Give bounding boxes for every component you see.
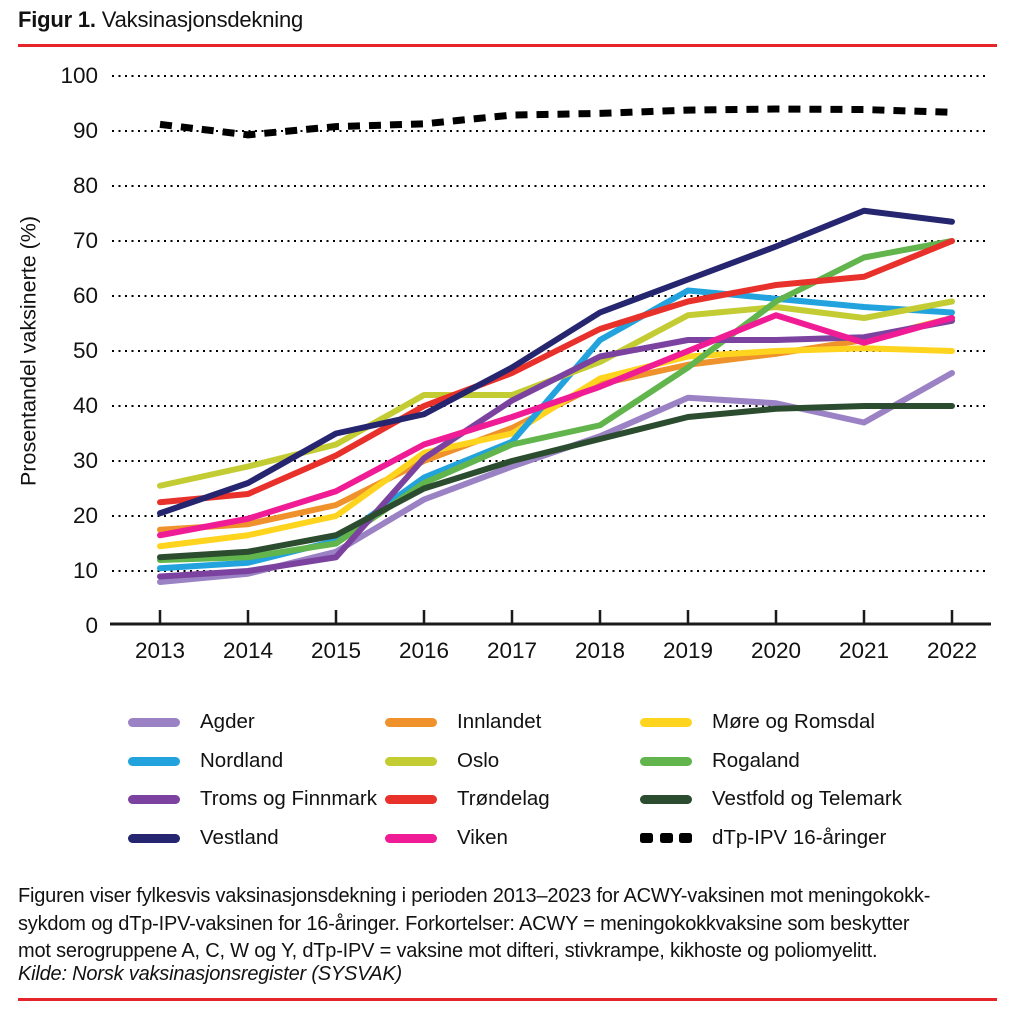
x-tick-label-2018: 2018 bbox=[574, 638, 626, 663]
legend-label-trondelag: Trøndelag bbox=[457, 787, 550, 810]
legend-label-nordland: Nordland bbox=[200, 749, 284, 772]
x-tick-label-2013: 2013 bbox=[134, 638, 186, 663]
figure-label: Figur 1. bbox=[18, 7, 96, 32]
series-line-vestland bbox=[157, 207, 955, 517]
legend-label-agder: Agder bbox=[200, 710, 255, 733]
series-line-troms-og-finnmark bbox=[157, 317, 955, 580]
legend-label-oslo: Oslo bbox=[457, 749, 500, 772]
legend-item-agder: Agder bbox=[128, 709, 255, 735]
series-line-dtp-ipv-16-aringer bbox=[159, 105, 953, 139]
x-tick-label-2015: 2015 bbox=[310, 638, 362, 663]
y-tick-label-90: 90 bbox=[72, 118, 98, 143]
legend-item-troms-og-finnmark: Troms og Finnmark bbox=[128, 786, 377, 812]
y-tick-label-60: 60 bbox=[72, 283, 98, 308]
legend-item-nordland: Nordland bbox=[128, 748, 283, 774]
legend-item-oslo: Oslo bbox=[385, 748, 499, 774]
legend-swatch-troms-og-finnmark bbox=[128, 794, 180, 804]
y-tick-label-30: 30 bbox=[72, 448, 98, 473]
y-tick-label-100: 100 bbox=[60, 63, 98, 88]
legend-swatch-oslo bbox=[385, 756, 437, 766]
y-tick-label-0: 0 bbox=[85, 613, 98, 638]
x-tick-label-2022: 2022 bbox=[926, 638, 978, 663]
source-line: Kilde: Norsk vaksinasjonsregister (SYSVA… bbox=[18, 963, 402, 985]
figure-title-text: Vaksinasjonsdekning bbox=[95, 7, 304, 32]
y-tick-label-70: 70 bbox=[72, 228, 98, 253]
series-line-vestfold-og-telemark bbox=[157, 403, 955, 561]
legend-swatch-innlandet bbox=[385, 717, 437, 727]
legend-label-innlandet: Innlandet bbox=[457, 710, 542, 733]
legend-label-vestfold-og-telemark: Vestfold og Telemark bbox=[712, 787, 902, 810]
series-line-viken bbox=[157, 312, 955, 539]
x-tick-label-2019: 2019 bbox=[662, 638, 714, 663]
x-tick-label-2020: 2020 bbox=[750, 638, 802, 663]
legend-item-vestland: Vestland bbox=[128, 825, 279, 851]
legend-swatch-trondelag bbox=[385, 794, 437, 804]
legend-item-rogaland: Rogaland bbox=[640, 748, 800, 774]
legend-label-vestland: Vestland bbox=[200, 826, 279, 849]
legend-item-trondelag: Trøndelag bbox=[385, 786, 550, 812]
legend-item-viken: Viken bbox=[385, 825, 508, 851]
legend-label-more-og-romsdal: Møre og Romsdal bbox=[712, 710, 875, 733]
x-tick-label-2016: 2016 bbox=[398, 638, 450, 663]
legend-item-more-og-romsdal: Møre og Romsdal bbox=[640, 709, 875, 735]
y-tick-label-40: 40 bbox=[72, 393, 98, 418]
bottom-divider-rule bbox=[18, 998, 997, 1001]
top-divider-rule bbox=[18, 44, 997, 47]
caption-line-3: mot serogruppene A, C, W og Y, dTp-IPV =… bbox=[18, 940, 878, 962]
legend-swatch-nordland bbox=[128, 756, 180, 766]
caption-line-2: sykdom og dTp-IPV-vaksinen for 16-åringe… bbox=[18, 912, 910, 935]
x-tick-label-2017: 2017 bbox=[486, 638, 538, 663]
y-tick-label-80: 80 bbox=[72, 173, 98, 198]
x-tick-label-2014: 2014 bbox=[222, 638, 274, 663]
legend-swatch-vestfold-og-telemark bbox=[640, 794, 692, 804]
legend-item-vestfold-og-telemark: Vestfold og Telemark bbox=[640, 786, 902, 812]
legend-item-dtp-ipv-16-aringer: dTp-IPV 16-åringer bbox=[640, 825, 886, 851]
line-chart-plot bbox=[110, 75, 991, 626]
legend-label-dtp-ipv-16-aringer: dTp-IPV 16-åringer bbox=[712, 826, 887, 849]
legend-swatch-more-og-romsdal bbox=[640, 717, 692, 727]
legend-item-innlandet: Innlandet bbox=[385, 709, 541, 735]
y-tick-label-50: 50 bbox=[72, 338, 98, 363]
legend-swatch-viken bbox=[385, 833, 437, 843]
series-line-more-og-romsdal bbox=[157, 345, 955, 550]
legend-swatch-agder bbox=[128, 717, 180, 727]
legend-swatch-vestland bbox=[128, 833, 180, 843]
legend-swatch-dtp-ipv-16-aringer bbox=[640, 833, 692, 843]
y-tick-label-10: 10 bbox=[72, 558, 98, 583]
series-line-trondelag bbox=[157, 238, 955, 506]
caption-line-1: Figuren viser fylkesvis vaksinasjonsdekn… bbox=[18, 885, 931, 907]
figure-title: Figur 1. Vaksinasjonsdekning bbox=[18, 7, 303, 33]
y-tick-label-20: 20 bbox=[72, 503, 98, 528]
legend-swatch-rogaland bbox=[640, 756, 692, 766]
x-axis bbox=[110, 610, 991, 626]
legend-label-rogaland: Rogaland bbox=[712, 749, 800, 772]
x-tick-label-2021: 2021 bbox=[838, 638, 890, 663]
legend-label-viken: Viken bbox=[457, 826, 508, 849]
legend-label-troms-og-finnmark: Troms og Finnmark bbox=[200, 787, 377, 810]
